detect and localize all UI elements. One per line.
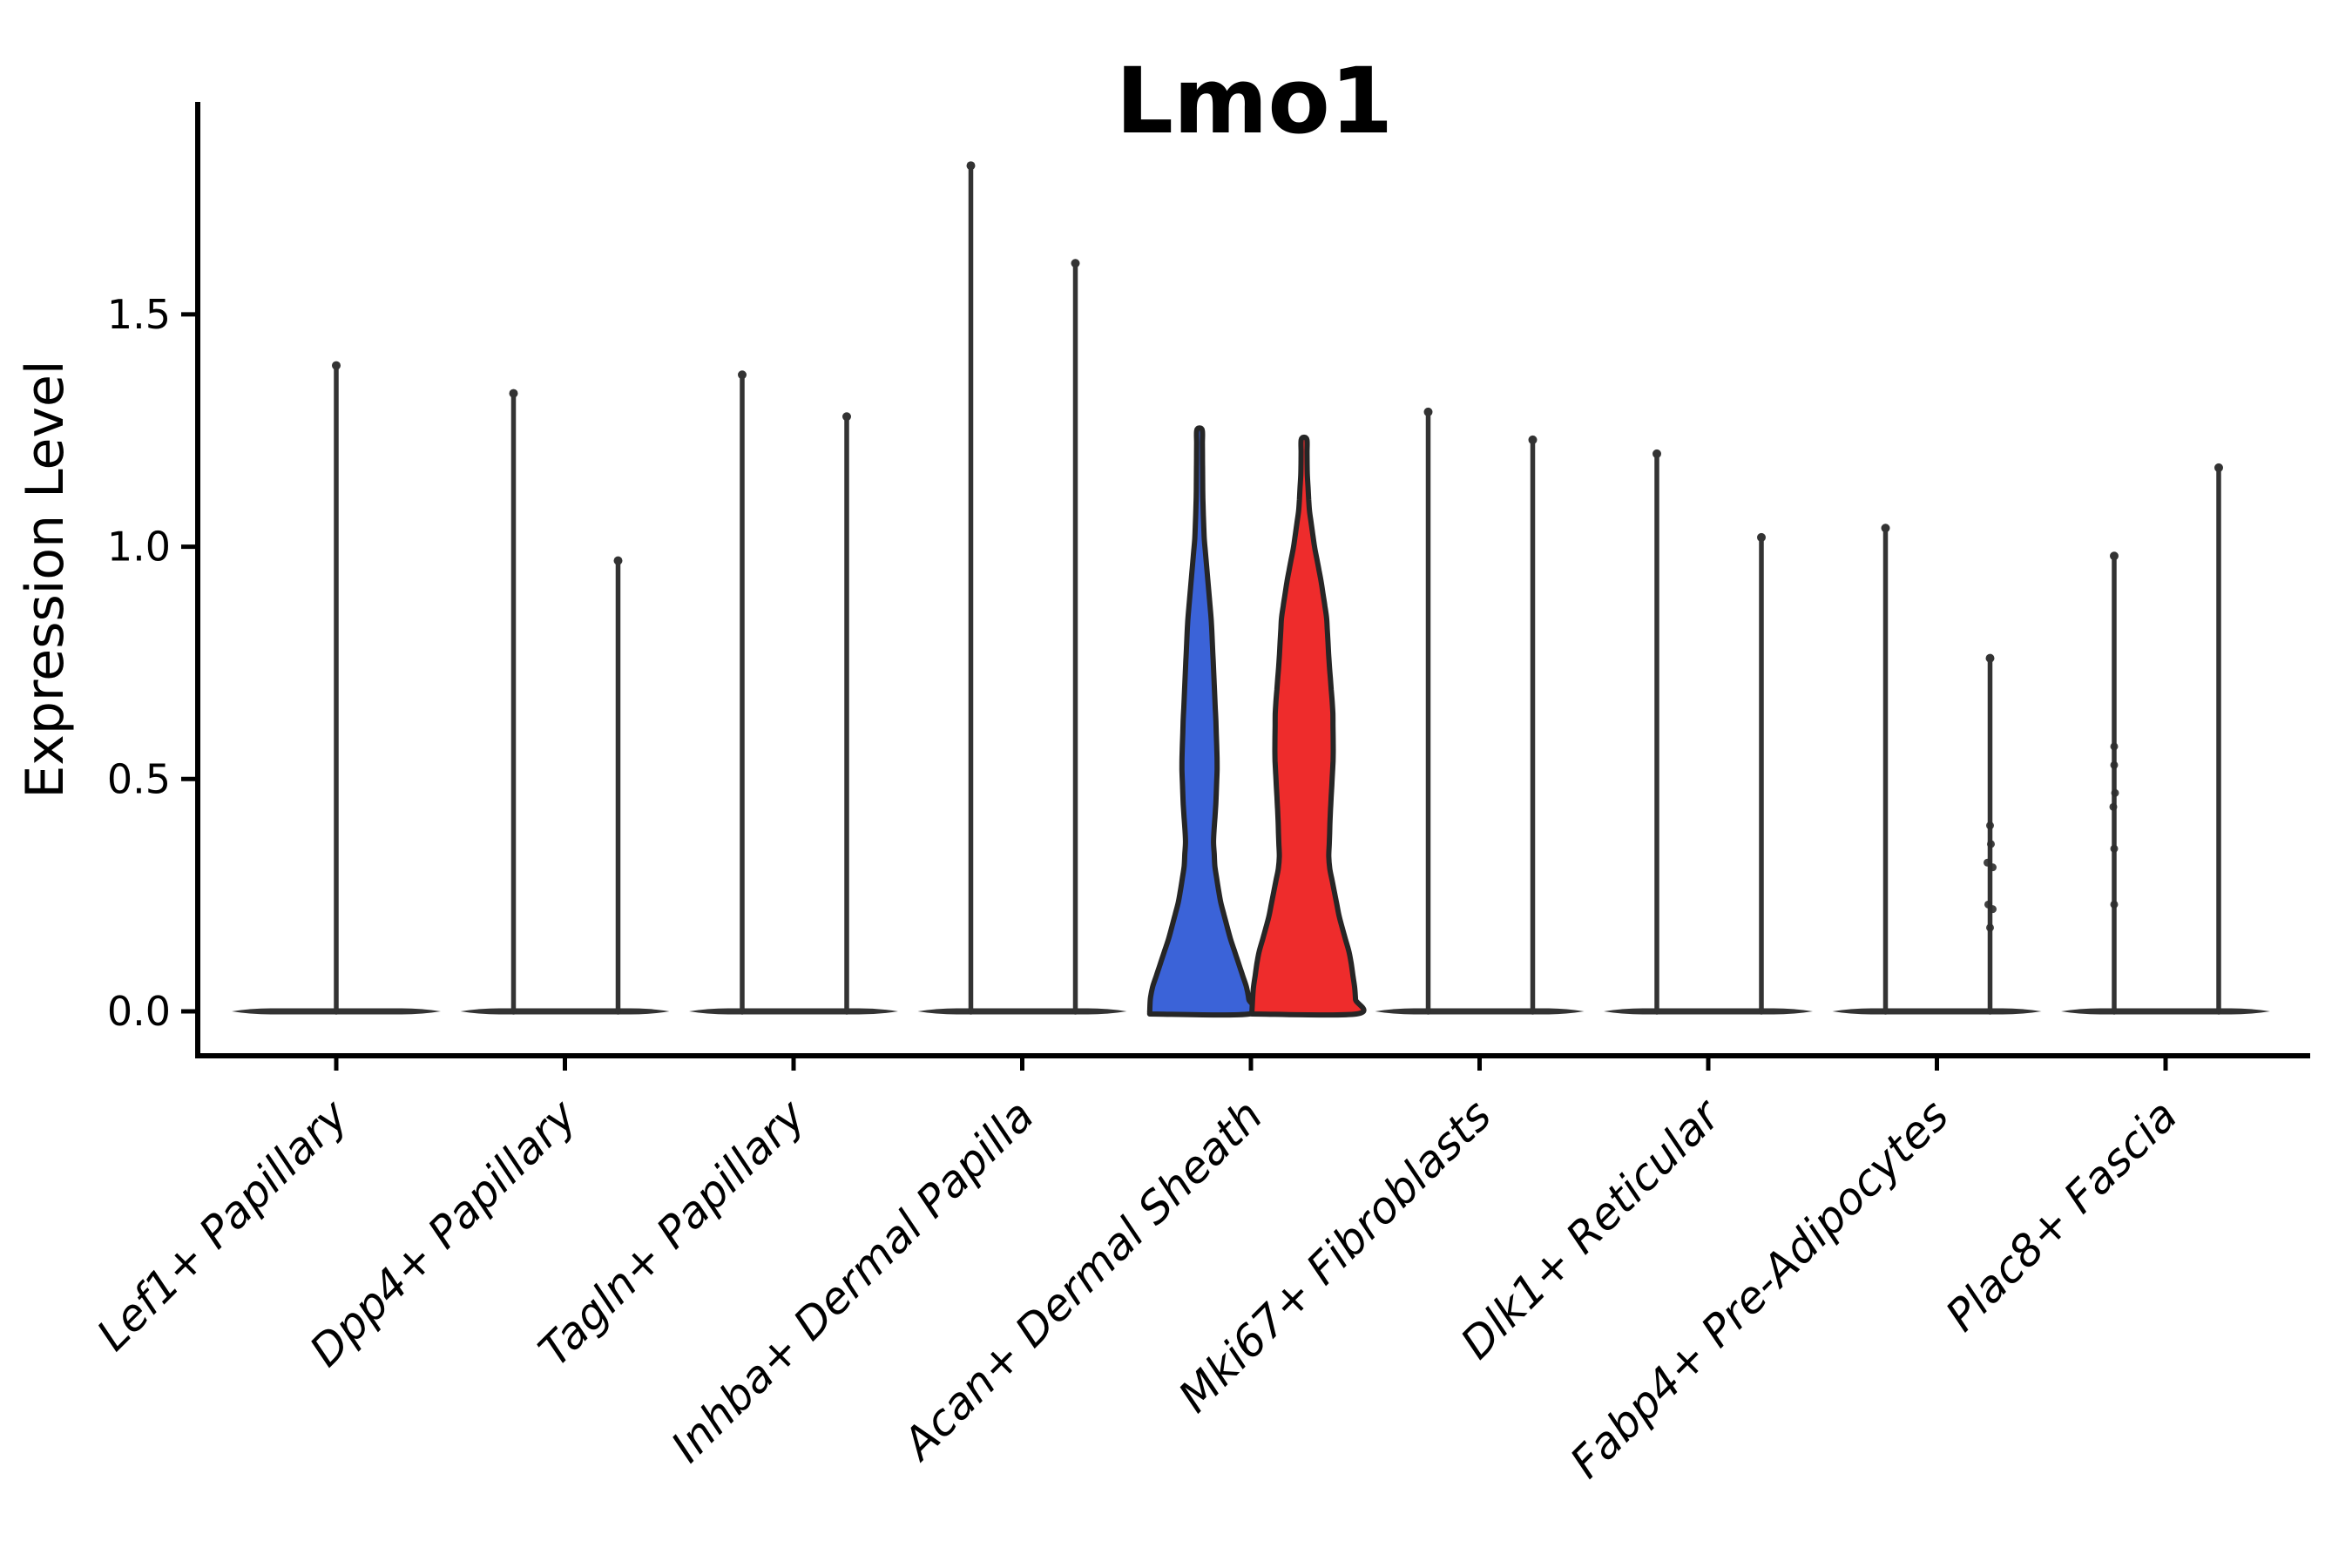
max-point — [1423, 407, 1433, 416]
violin-baseline — [2061, 1008, 2270, 1015]
max-point — [1881, 524, 1890, 533]
max-point — [966, 161, 976, 171]
x-tick-label: Lef1+ Papillary — [87, 1089, 358, 1360]
max-point — [613, 556, 623, 565]
max-point — [2110, 551, 2119, 561]
jitter-point — [2109, 802, 2118, 811]
jitter-point — [2111, 788, 2119, 797]
jitter-point — [1986, 821, 1994, 830]
jitter-point — [1989, 905, 1997, 914]
max-point — [842, 412, 851, 422]
jitter-point — [1984, 858, 1991, 867]
plot-title: Lmo1 — [1116, 48, 1393, 154]
max-point — [2214, 463, 2223, 472]
x-tick-label: Acan+ Dermal Sheath — [892, 1090, 1273, 1470]
y-tick-label: 0.5 — [107, 755, 171, 802]
max-point — [509, 389, 518, 398]
y-axis-label: Expression Level — [15, 360, 76, 798]
max-point — [1528, 435, 1538, 444]
y-tick-label: 1.0 — [107, 524, 171, 571]
violin-baseline — [917, 1008, 1127, 1015]
max-point — [738, 370, 747, 380]
x-tick-label: Fabp4+ Pre-Adipocytes — [1560, 1090, 1958, 1488]
x-tick-label: Inhba+ Dermal Papilla — [662, 1090, 1044, 1471]
max-point — [1071, 259, 1080, 268]
jitter-point — [2110, 742, 2119, 751]
jitter-point — [1989, 863, 1997, 872]
violin-baseline — [460, 1008, 670, 1015]
violin-baseline — [1604, 1008, 1813, 1015]
violin-series — [232, 161, 2270, 1018]
jitter-point — [1986, 923, 1994, 932]
jitter-point — [2110, 760, 2119, 769]
violin-body-group1 — [1146, 425, 1260, 1018]
jitter-point — [1987, 840, 1995, 848]
max-point — [1757, 532, 1766, 542]
violin-baseline — [1375, 1008, 1585, 1015]
y-tick-label: 0.0 — [107, 988, 171, 1035]
max-point — [1985, 653, 1995, 663]
y-tick-label: 1.5 — [107, 291, 171, 338]
x-tick-label: Plac8+ Fascia — [1936, 1090, 2187, 1341]
y-axis-ticks: 0.0 0.5 1.0 1.5 — [107, 291, 196, 1035]
max-point — [1652, 449, 1661, 458]
violin-body-group2 — [1249, 434, 1367, 1018]
max-point — [332, 361, 341, 370]
jitter-point — [2110, 844, 2119, 853]
violin-baseline — [1832, 1008, 2042, 1015]
violin-baseline — [689, 1008, 898, 1015]
jitter-point — [2110, 900, 2119, 909]
